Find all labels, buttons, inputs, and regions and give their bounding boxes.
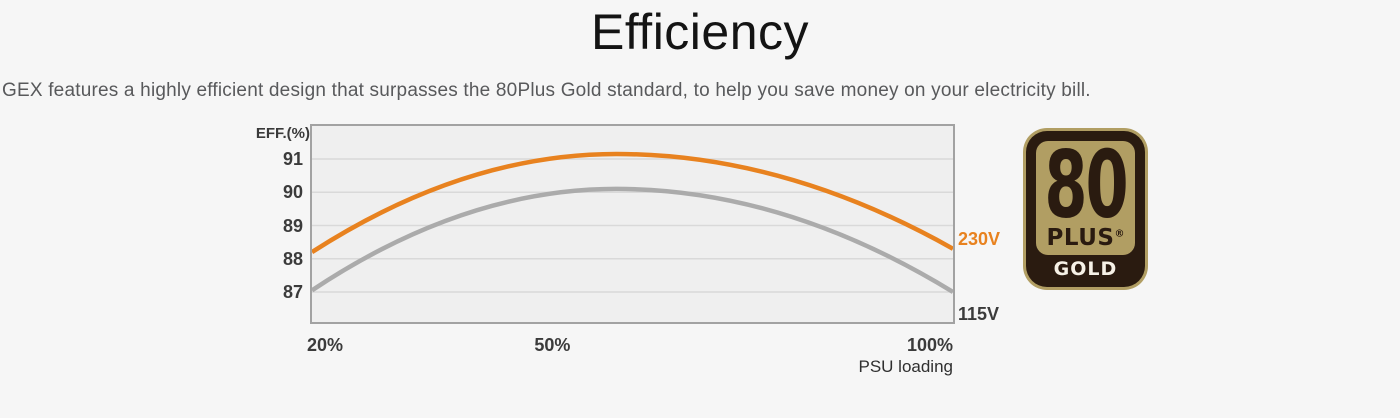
80plus-gold-badge: 80 PLUS® GOLD <box>1023 128 1148 290</box>
badge-frame: 80 PLUS® GOLD <box>1026 131 1145 287</box>
badge-number: 80 <box>1044 138 1128 231</box>
plot-svg <box>312 151 953 294</box>
curve-115v <box>312 186 953 294</box>
series-label-115v: 115V <box>958 304 1000 324</box>
badge-number-text: 80 <box>1044 129 1128 239</box>
x-axis-title: PSU loading <box>858 357 953 376</box>
y-tick-label: 87 <box>282 282 303 302</box>
y-tick-label: 89 <box>282 215 303 236</box>
badge-face: 80 PLUS® <box>1036 138 1135 255</box>
badge-tier-label: GOLD <box>1053 258 1118 280</box>
y-tick-label: 88 <box>282 248 303 269</box>
page-title: Efficiency <box>590 4 810 60</box>
x-tick-label: 100% <box>906 335 953 355</box>
badge-plus-label: PLUS® <box>1047 227 1125 250</box>
y-tick-label: 90 <box>282 182 303 203</box>
series-label-230v: 230V <box>958 229 1001 249</box>
registered-mark-icon: ® <box>1114 228 1125 240</box>
badge-plus-text: PLUS <box>1046 225 1115 251</box>
x-tick-label: 50% <box>534 335 571 355</box>
y-axis-title: EFF.(%) <box>255 125 310 142</box>
page-subtitle: GEX features a highly efficient design t… <box>2 80 1091 101</box>
gridlines <box>312 158 953 293</box>
plot-area <box>310 124 955 324</box>
curve-230v <box>312 151 953 254</box>
x-tick-label: 20% <box>307 335 344 355</box>
y-tick-label: 91 <box>282 149 303 169</box>
